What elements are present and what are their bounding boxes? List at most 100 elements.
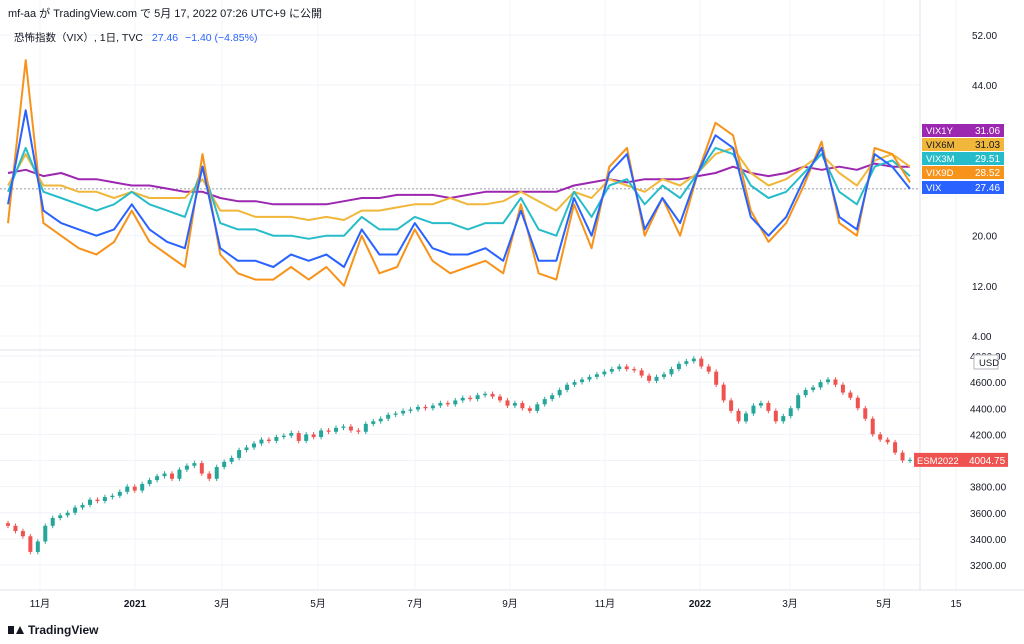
candle-body bbox=[319, 430, 324, 437]
candle-body bbox=[132, 486, 137, 491]
x-axis: 11月 2021 3月 5月 7月 9月 11月 2022 3月 5月 15 bbox=[30, 598, 962, 610]
candle-body bbox=[13, 525, 18, 532]
candle-body bbox=[199, 463, 204, 474]
candle-body bbox=[669, 369, 674, 375]
badge-value: 31.06 bbox=[975, 126, 1000, 137]
badge-VIX3M bbox=[922, 152, 972, 165]
candle-body bbox=[117, 491, 122, 496]
candle-body bbox=[766, 403, 771, 411]
x-tick-label: 2022 bbox=[689, 599, 712, 610]
symbol-name: 恐怖指数（VIX）, 1日, TVC bbox=[14, 32, 143, 44]
y-tick-label: 44.00 bbox=[972, 81, 997, 92]
badge-ESM2022 bbox=[914, 452, 964, 467]
candle-body bbox=[632, 369, 637, 371]
candle-body bbox=[244, 447, 249, 451]
candle-body bbox=[900, 452, 905, 461]
candle-body bbox=[662, 374, 666, 377]
candle-body bbox=[468, 397, 473, 400]
badge-VIX bbox=[922, 181, 972, 194]
unit-box[interactable] bbox=[973, 354, 999, 370]
candle-body bbox=[184, 465, 189, 470]
y-tick-label: 3200.00 bbox=[970, 561, 1007, 572]
candle-body bbox=[729, 400, 734, 411]
candle-body bbox=[587, 376, 592, 380]
badge-name: ESM2022 bbox=[917, 456, 959, 467]
last-value: 27.46 bbox=[151, 32, 179, 44]
badge-value: 29.51 bbox=[975, 154, 1000, 165]
candle-body bbox=[296, 433, 301, 441]
y-tick-label: 20.00 bbox=[972, 232, 997, 243]
candle-body bbox=[609, 369, 614, 372]
candle-body bbox=[714, 371, 719, 385]
candle-body bbox=[393, 413, 398, 415]
badge-value: 28.52 bbox=[975, 168, 1000, 179]
vertical-grid bbox=[39, 0, 957, 590]
candle-body bbox=[6, 523, 10, 526]
candle-body bbox=[505, 400, 510, 406]
badge-name: VIX bbox=[926, 183, 942, 194]
candle-body bbox=[281, 435, 286, 437]
x-tick-label: 11月 bbox=[30, 598, 50, 610]
candle-body bbox=[334, 427, 338, 432]
candle-body bbox=[863, 408, 868, 419]
candle-body bbox=[28, 536, 33, 552]
candle-body bbox=[460, 397, 465, 401]
candle-body bbox=[624, 366, 629, 370]
badge-value-bg bbox=[972, 138, 1004, 151]
series-line-VIX9D bbox=[7, 59, 911, 287]
candle-body bbox=[483, 393, 488, 396]
candle-body bbox=[162, 473, 167, 477]
series-line-VIX bbox=[7, 109, 911, 268]
candle-body bbox=[363, 423, 368, 432]
futures-grid bbox=[0, 355, 920, 566]
brand-name: TradingView bbox=[28, 623, 99, 637]
brand-footer[interactable]: TradingView bbox=[8, 623, 98, 637]
candle-body bbox=[416, 406, 420, 410]
candle-body bbox=[811, 387, 816, 390]
badge-name: VIX3M bbox=[926, 154, 955, 165]
candle-body bbox=[252, 443, 256, 448]
candle-body bbox=[773, 410, 778, 422]
symbol-legend[interactable]: 恐怖指数（VIX）, 1日, TVC 27.46 −1.40 (−4.85%) bbox=[14, 30, 257, 45]
y-tick-label: 12.00 bbox=[972, 282, 997, 293]
candle-body bbox=[170, 473, 174, 479]
candle-body bbox=[214, 467, 219, 479]
candle-body bbox=[885, 439, 890, 443]
candle-body bbox=[408, 409, 413, 411]
candle-body bbox=[274, 436, 279, 441]
candle-body bbox=[512, 403, 517, 406]
x-tick-label: 2021 bbox=[124, 599, 147, 610]
candle-body bbox=[580, 379, 584, 383]
candle-body bbox=[378, 418, 383, 422]
candle-body bbox=[102, 497, 107, 501]
candle-body bbox=[401, 410, 406, 414]
candle-body bbox=[80, 504, 85, 508]
candle-body bbox=[691, 358, 696, 362]
x-tick-label: 7月 bbox=[407, 598, 423, 610]
x-tick-label: 3月 bbox=[214, 598, 230, 610]
candle-body bbox=[639, 370, 644, 376]
candle-body bbox=[289, 433, 294, 436]
candle-body bbox=[95, 499, 100, 501]
candle-body bbox=[676, 363, 681, 370]
badge-name: VIX1Y bbox=[926, 126, 954, 137]
series-line-VIX3M bbox=[7, 146, 911, 240]
change-value: −1.40 (−4.85%) bbox=[185, 32, 258, 44]
candle-body bbox=[803, 389, 808, 396]
candle-body bbox=[207, 473, 212, 479]
candle-body bbox=[445, 403, 450, 405]
publisher-line: mf-aa が TradingView.com で 5月 17, 2022 07… bbox=[8, 8, 322, 20]
candle-body bbox=[453, 400, 458, 405]
candle-body bbox=[423, 406, 428, 409]
badge-value: 31.03 bbox=[975, 140, 1000, 151]
candle-body bbox=[430, 405, 435, 409]
candle-body bbox=[520, 403, 525, 409]
y-tick-label: 3400.00 bbox=[970, 535, 1007, 546]
vix-series bbox=[7, 59, 911, 287]
tradingview-logo-icon bbox=[8, 625, 24, 635]
candle-body bbox=[341, 426, 346, 428]
candle-body bbox=[617, 366, 622, 370]
badge-value: 4004.75 bbox=[969, 456, 1006, 467]
badge-value-bg bbox=[972, 124, 1004, 137]
